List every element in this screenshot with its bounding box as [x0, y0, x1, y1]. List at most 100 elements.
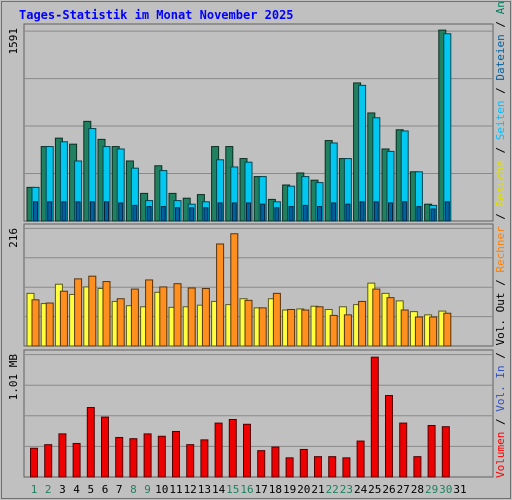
top-bar-seiten-day-4: [75, 201, 81, 222]
bottom-bar-volumen-day-8: [129, 438, 138, 478]
side-legend-part: /: [494, 412, 507, 432]
middle-bar-rechner-day-27: [400, 309, 409, 347]
bottom-bar-volumen-day-13: [200, 439, 209, 478]
middle-bar-rechner-day-5: [88, 275, 97, 347]
bottom-bar-volumen-day-22: [328, 456, 337, 478]
bottom-bar-volumen-day-2: [44, 444, 53, 478]
bottom-bar-volumen-day-21: [314, 456, 322, 478]
x-label-day-5: 5: [87, 483, 94, 496]
x-label-day-20: 20: [297, 483, 310, 496]
x-label-day-30: 30: [439, 483, 452, 496]
x-label-day-24: 24: [354, 483, 368, 496]
top-bar-seiten-day-16: [246, 202, 251, 222]
middle-bar-rechner-day-10: [159, 286, 168, 347]
bottom-bar-volumen-day-9: [143, 433, 152, 478]
top-bar-seiten-day-13: [203, 207, 209, 222]
middle-bar-rechner-day-20: [301, 309, 310, 347]
x-label-day-6: 6: [102, 483, 109, 496]
x-label-day-10: 10: [155, 483, 168, 496]
middle-bar-rechner-day-3: [59, 290, 68, 347]
chart-panels: 1591 216 1.01 MB: [7, 23, 494, 478]
top-bar-seiten-day-14: [217, 202, 223, 222]
bottom-bar-volumen-day-25: [370, 356, 379, 478]
bottom-ylabel: 1.01 MB: [7, 354, 20, 401]
side-legend-part: Rechner: [494, 226, 507, 273]
x-label-day-7: 7: [116, 483, 123, 496]
middle-bar-rechner-day-15: [230, 233, 239, 347]
x-label-day-19: 19: [283, 483, 296, 496]
middle-panel: 216: [7, 223, 494, 347]
top-bar-seiten-day-10: [160, 206, 166, 222]
side-legend-part: Seiten: [494, 100, 507, 140]
side-legend-part: /: [494, 346, 507, 366]
side-legend-part: Vol. Out: [494, 293, 507, 346]
x-label-day-28: 28: [411, 483, 424, 496]
side-legend-part: Anfragen: [494, 0, 507, 14]
middle-bar-rechner-day-12: [187, 287, 196, 347]
middle-bar-rechner-day-19: [287, 308, 296, 347]
side-legend-part: /: [494, 14, 507, 34]
top-bar-seiten-day-9: [146, 206, 152, 222]
middle-bar-rechner-day-22: [329, 314, 338, 347]
bottom-bar-volumen-day-4: [72, 442, 81, 478]
bottom-bar-volumen-day-30: [441, 426, 450, 478]
middle-bar-rechner-day-30: [443, 312, 452, 347]
x-label-day-11: 11: [169, 483, 182, 496]
bottom-bar-volumen-day-18: [271, 446, 280, 478]
middle-bar-rechner-day-2: [45, 302, 54, 347]
middle-bar-rechner-day-26: [386, 297, 395, 347]
x-label-day-8: 8: [130, 483, 137, 496]
x-label-day-23: 23: [340, 483, 353, 496]
bottom-bar-volumen-day-29: [427, 424, 436, 478]
middle-ylabel: 216: [7, 228, 20, 248]
x-label-day-13: 13: [198, 483, 211, 496]
middle-bar-rechner-day-4: [74, 278, 83, 347]
middle-bar-rechner-day-11: [173, 283, 182, 347]
top-bar-seiten-day-22: [331, 202, 337, 222]
bottom-bar-volumen-day-12: [186, 444, 195, 478]
middle-bar-rechner-day-7: [116, 298, 125, 347]
x-label-day-1: 1: [31, 483, 38, 496]
middle-bar-rechner-day-21: [315, 306, 324, 347]
middle-bar-rechner-day-14: [216, 243, 225, 347]
bottom-bar-volumen-day-17: [257, 450, 266, 478]
x-label-day-15: 15: [226, 483, 239, 496]
x-label-day-21: 21: [311, 483, 324, 496]
x-label-day-25: 25: [368, 483, 381, 496]
bottom-bar-volumen-day-20: [299, 448, 308, 478]
middle-bar-rechner-day-28: [414, 316, 423, 347]
x-label-day-22: 22: [326, 483, 339, 496]
bottom-bar-volumen-day-26: [385, 395, 393, 478]
bottom-bar-volumen-day-23: [342, 457, 351, 478]
top-bar-seiten-day-28: [416, 206, 422, 222]
top-bar-seiten-day-18: [274, 207, 280, 222]
side-legend-part: Volumen: [494, 432, 507, 478]
x-label-day-29: 29: [425, 483, 438, 496]
top-bar-seiten-day-23: [345, 203, 351, 222]
top-bar-dateien-day-30: [443, 33, 452, 222]
top-bar-seiten-day-5: [89, 201, 95, 222]
middle-bar-rechner-day-24: [358, 300, 367, 347]
middle-bar-rechner-day-25: [372, 288, 381, 347]
x-label-day-16: 16: [240, 483, 253, 496]
x-axis-labels: 1 2 3 4 5 6 7 8 9 10 11 12 13 14 15 16 17 18 19 20 21 22 23 24 2…: [31, 483, 467, 496]
top-bar-seiten-day-15: [231, 202, 237, 222]
side-legend-part: Vol. In: [494, 365, 507, 411]
x-label-day-4: 4: [73, 483, 80, 496]
x-label-day-14: 14: [212, 483, 226, 496]
bottom-bar-volumen-day-5: [86, 407, 95, 478]
bottom-bar-volumen-day-10: [157, 435, 166, 478]
middle-bar-rechner-day-9: [145, 279, 154, 347]
side-legend-part: Dateien: [494, 34, 507, 80]
bottom-bar-volumen-day-16: [243, 423, 251, 478]
bottom-bar-volumen-day-28: [413, 456, 422, 478]
top-bar-seiten-day-21: [317, 206, 322, 222]
top-bar-seiten-day-3: [61, 201, 67, 222]
x-label-day-26: 26: [382, 483, 395, 496]
x-label-day-3: 3: [59, 483, 66, 496]
bottom-bar-volumen-day-6: [101, 416, 109, 478]
middle-bar-rechner-day-13: [201, 288, 210, 347]
bottom-bar-volumen-day-19: [285, 457, 294, 478]
